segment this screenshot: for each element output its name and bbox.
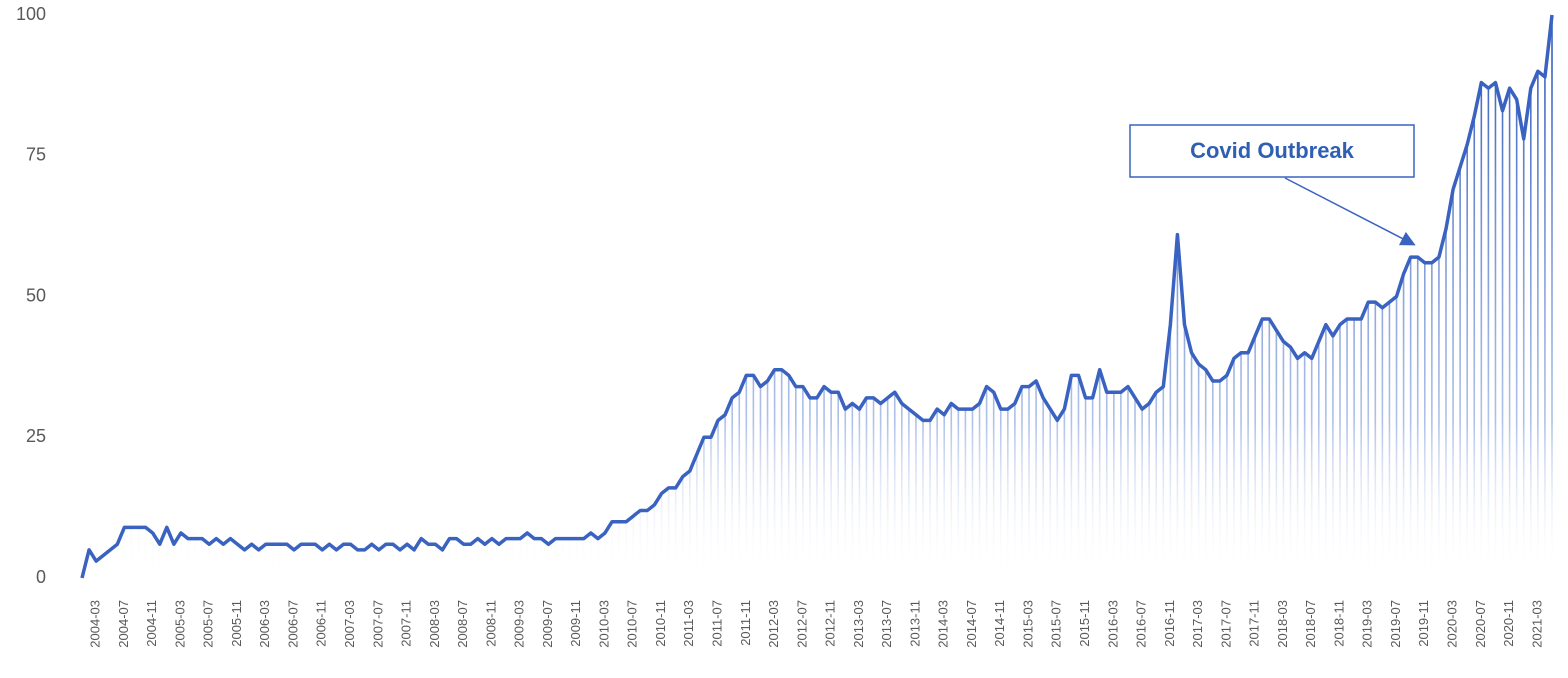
annotation-box	[1129, 124, 1415, 178]
x-tick-label: 2015-07	[1049, 600, 1064, 648]
x-tick-label: 2016-07	[1134, 600, 1149, 648]
x-tick-label: 2020-03	[1444, 600, 1459, 648]
x-tick-label: 2018-11	[1331, 600, 1346, 647]
x-tick-label: 2012-11	[823, 600, 838, 647]
x-tick-label: 2021-03	[1529, 600, 1544, 648]
x-tick-label: 2019-07	[1388, 600, 1403, 648]
x-tick-label: 2005-11	[229, 600, 244, 647]
x-tick-label: 2020-11	[1501, 600, 1516, 647]
x-tick-label: 2007-07	[370, 600, 385, 648]
annotation-arrow	[1284, 177, 1416, 246]
x-tick-label: 2017-07	[1218, 600, 1233, 648]
x-tick-label: 2018-07	[1303, 600, 1318, 648]
drop-lines	[88, 15, 1553, 578]
x-tick-label: 2008-03	[427, 600, 442, 648]
y-tick-label: 75	[26, 145, 46, 165]
x-tick-label: 2004-11	[144, 600, 159, 647]
x-tick-label: 2011-11	[738, 600, 753, 646]
x-tick-label: 2015-11	[1077, 600, 1092, 647]
x-tick-label: 2013-07	[879, 600, 894, 648]
x-tick-label: 2017-11	[1247, 600, 1262, 647]
x-tick-label: 2016-03	[1105, 600, 1120, 648]
line	[80, 14, 1554, 579]
y-tick-label: 25	[26, 426, 46, 446]
x-tick-label: 2019-11	[1416, 600, 1431, 647]
x-tick-label: 2006-07	[285, 600, 300, 648]
x-tick-label: 2011-03	[681, 600, 696, 647]
x-tick-label: 2004-03	[88, 600, 103, 648]
x-tick-label: 2009-03	[512, 600, 527, 648]
y-tick-label: 0	[36, 567, 46, 587]
x-tick-label: 2015-03	[1020, 600, 1035, 648]
x-tick-label: 2009-11	[568, 600, 583, 647]
x-tick-label: 2012-03	[766, 600, 781, 648]
x-tick-label: 2007-03	[342, 600, 357, 648]
x-tick-label: 2006-11	[314, 600, 329, 647]
x-tick-label: 2014-11	[992, 600, 1007, 647]
x-tick-label: 2004-07	[116, 600, 131, 648]
y-tick-label: 50	[26, 285, 46, 305]
x-tick-label: 2020-07	[1473, 600, 1488, 648]
x-tick-label: 2012-07	[794, 600, 809, 648]
x-tick-label: 2005-07	[201, 600, 216, 648]
x-tick-label: 2013-11	[907, 600, 922, 647]
x-tick-label: 2007-11	[399, 600, 414, 647]
x-tick-label: 2010-11	[653, 600, 668, 647]
x-tick-label: 2009-07	[540, 600, 555, 648]
x-tick-label: 2017-03	[1190, 600, 1205, 648]
x-tick-label: 2016-11	[1162, 600, 1177, 647]
annotation: Covid Outbreak	[1190, 138, 1355, 163]
y-tick-label: 100	[16, 4, 46, 24]
x-tick-label: 2011-07	[709, 600, 724, 647]
x-tick-label: 2008-07	[455, 600, 470, 648]
x-tick-label: 2018-03	[1275, 600, 1290, 648]
x-tick-label: 2014-07	[964, 600, 979, 648]
x-tick-label: 2010-03	[596, 600, 611, 648]
x-tick-label: 2008-11	[483, 600, 498, 647]
x-tick-label: 2005-03	[172, 600, 187, 648]
x-tick-label: 2019-03	[1360, 600, 1375, 648]
x-tick-label: 2014-03	[936, 600, 951, 648]
x-tick-label: 2013-03	[851, 600, 866, 648]
x-tick-label: 2006-03	[257, 600, 272, 648]
x-tick-label: 2010-07	[625, 600, 640, 648]
